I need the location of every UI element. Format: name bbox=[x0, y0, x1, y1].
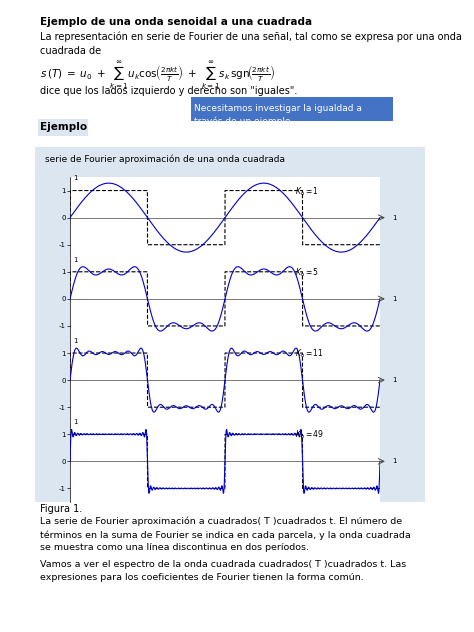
Text: Ejemplo: Ejemplo bbox=[40, 122, 87, 132]
Text: $K_{\mathrm{o}}=5$: $K_{\mathrm{o}}=5$ bbox=[295, 266, 319, 279]
Text: $K_{\mathrm{o}}=1$: $K_{\mathrm{o}}=1$ bbox=[295, 185, 319, 198]
Text: $K_{\mathrm{o}}=49$: $K_{\mathrm{o}}=49$ bbox=[295, 429, 324, 441]
Text: $K_{\mathrm{o}}=11$: $K_{\mathrm{o}}=11$ bbox=[295, 348, 324, 360]
Text: 1: 1 bbox=[392, 296, 397, 302]
Text: serie de Fourier aproximación de una onda cuadrada: serie de Fourier aproximación de una ond… bbox=[45, 155, 285, 164]
Text: La serie de Fourier aproximación a cuadrados( T )cuadrados t. El número de
térmi: La serie de Fourier aproximación a cuadr… bbox=[40, 517, 411, 552]
Text: $s\,(T)\;=\;u_0\;+\;\sum_{k=1}^{\infty}u_k\cos\!\left(\frac{2\pi k t}{T}\right)\: $s\,(T)\;=\;u_0\;+\;\sum_{k=1}^{\infty}u… bbox=[40, 60, 275, 91]
Text: Ejemplo de una onda senoidal a una cuadrada: Ejemplo de una onda senoidal a una cuadr… bbox=[40, 17, 312, 27]
FancyBboxPatch shape bbox=[38, 119, 88, 136]
Text: 1: 1 bbox=[73, 257, 78, 263]
FancyBboxPatch shape bbox=[191, 97, 393, 121]
Text: 1: 1 bbox=[73, 338, 78, 344]
Text: 1: 1 bbox=[392, 377, 397, 383]
Text: Vamos a ver el espectro de la onda cuadrada cuadrados( T )cuadrados t. Las
expre: Vamos a ver el espectro de la onda cuadr… bbox=[40, 560, 406, 581]
Text: 1: 1 bbox=[392, 215, 397, 221]
Text: 1: 1 bbox=[73, 175, 78, 181]
Text: Figura 1.: Figura 1. bbox=[40, 504, 82, 514]
Text: 1: 1 bbox=[73, 419, 78, 425]
Text: La representación en serie de Fourier de una señal, tal como se expresa por una : La representación en serie de Fourier de… bbox=[40, 32, 462, 56]
Bar bbox=[35, 147, 425, 502]
Text: dice que los lados izquierdo y derecho son "iguales".: dice que los lados izquierdo y derecho s… bbox=[40, 86, 297, 96]
Text: Necesitamos investigar la igualdad a
través de un ejemplo.: Necesitamos investigar la igualdad a tra… bbox=[194, 104, 362, 126]
Text: 1: 1 bbox=[392, 458, 397, 465]
